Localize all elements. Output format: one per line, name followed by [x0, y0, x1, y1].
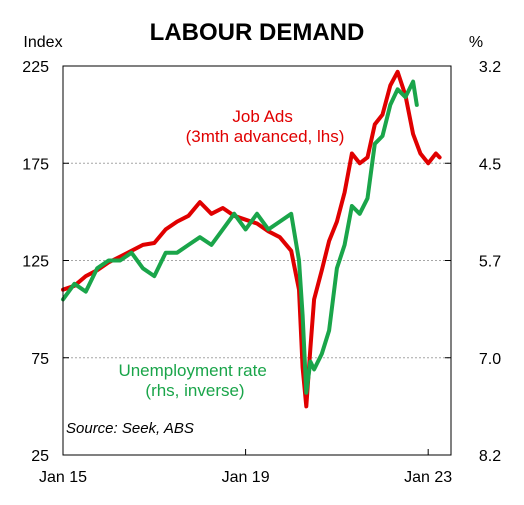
x-tick-label: Jan 23 [404, 469, 452, 486]
right-tick-label: 8.2 [479, 448, 501, 465]
x-tick-label: Jan 19 [222, 469, 270, 486]
left-axis-ticks: 225 175 125 75 25 [22, 59, 69, 465]
right-axis-unit: % [469, 34, 483, 51]
right-axis-ticks: 3.2 4.5 5.7 7.0 8.2 [445, 59, 501, 465]
left-tick-label: 225 [22, 59, 49, 76]
unemployment-label: Unemployment rate (rhs, inverse) [118, 361, 271, 400]
right-tick-label: 7.0 [479, 351, 501, 368]
right-tick-label: 5.7 [479, 254, 501, 271]
left-tick-label: 175 [22, 156, 49, 173]
job-ads-label-line2: (3mth advanced, lhs) [186, 127, 345, 146]
chart-title: LABOUR DEMAND [150, 19, 365, 46]
right-tick-label: 3.2 [479, 59, 501, 76]
left-tick-label: 75 [31, 351, 49, 368]
left-tick-label: 25 [31, 448, 49, 465]
series-layer [61, 69, 442, 409]
right-tick-label: 4.5 [479, 156, 501, 173]
x-tick-label: Jan 15 [39, 469, 87, 486]
left-tick-label: 125 [22, 254, 49, 271]
unemployment-label-line2: (rhs, inverse) [145, 381, 244, 400]
left-axis-unit: Index [23, 34, 62, 51]
job-ads-label-line1: Job Ads [232, 107, 293, 126]
source-note: Source: Seek, ABS [66, 420, 194, 437]
unemployment-label-line1: Unemployment rate [118, 361, 266, 380]
plot-frame [62, 65, 452, 456]
x-axis-ticks: Jan 15 Jan 19 Jan 23 [39, 449, 452, 486]
gridlines [63, 162, 451, 359]
unemployment-rate-line [61, 79, 419, 395]
job-ads-label: Job Ads (3mth advanced, lhs) [186, 107, 345, 146]
